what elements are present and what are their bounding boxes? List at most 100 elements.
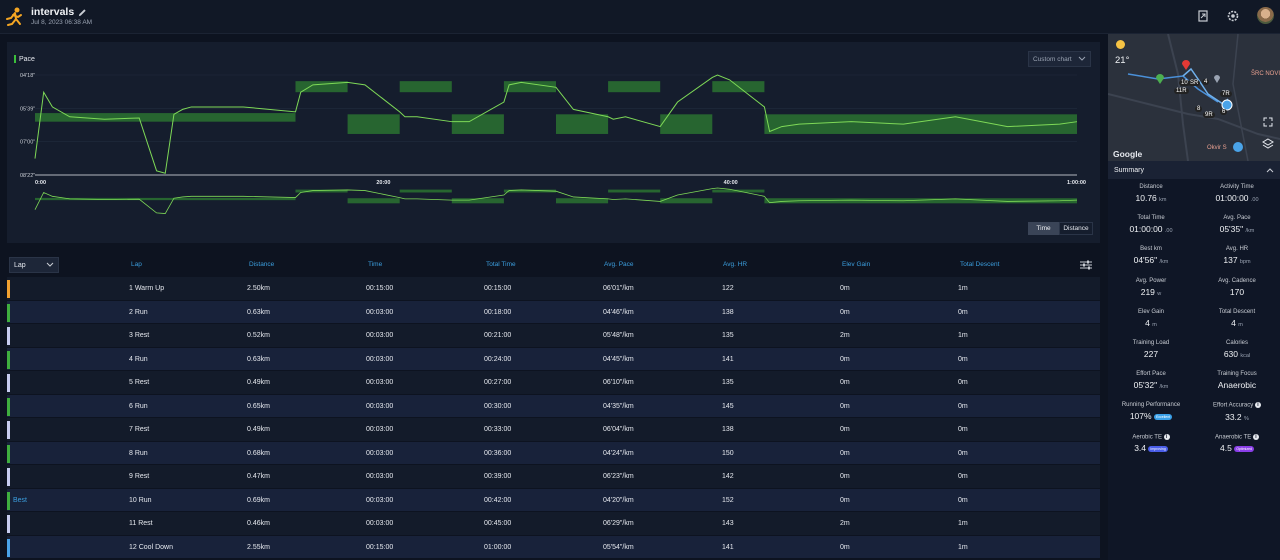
lap-type-color-bar bbox=[7, 374, 10, 392]
lap-avg-hr: 141 bbox=[722, 355, 734, 363]
column-settings-icon[interactable] bbox=[1080, 260, 1092, 270]
lap-name: 11 Rest bbox=[129, 520, 153, 527]
table-row[interactable]: Best 10 Run 0.69km 00:03:00 00:42:00 04'20"/k… bbox=[7, 488, 1100, 512]
time-toggle-button[interactable]: Time bbox=[1028, 222, 1059, 235]
stat-unit: /km bbox=[1245, 228, 1255, 235]
y-tick-label: 07'00" bbox=[20, 140, 35, 146]
table-row[interactable]: 4 Run 0.63km 00:03:00 00:24:00 04'45"/km 141 0… bbox=[7, 347, 1100, 371]
table-row[interactable]: 8 Run 0.68km 00:03:00 00:36:00 04'24"/km 150 0… bbox=[7, 441, 1100, 465]
chevron-down-icon bbox=[46, 262, 54, 267]
header-avg-hr[interactable]: Avg. HR bbox=[723, 261, 748, 268]
lap-time: 00:15:00 bbox=[366, 285, 394, 292]
lap-distance: 0.52km bbox=[247, 332, 270, 339]
layers-icon[interactable] bbox=[1262, 138, 1274, 150]
table-row[interactable]: 12 Cool Down 2.55km 00:15:00 01:00:00 05'54"… bbox=[7, 535, 1100, 559]
target-pace-zone bbox=[660, 114, 713, 134]
lap-name: 12 Cool Down bbox=[129, 543, 173, 551]
lap-total-time: 01:00:00 bbox=[484, 543, 512, 551]
info-icon[interactable]: i bbox=[1163, 433, 1170, 440]
lap-avg-pace: 04'45"/km bbox=[603, 355, 634, 363]
lap-time: 00:03:00 bbox=[366, 520, 394, 527]
table-row[interactable]: 9 Rest 0.47km 00:03:00 00:39:00 06'23"/km 142… bbox=[7, 465, 1100, 489]
best-lap-badge: Best bbox=[13, 496, 28, 504]
stat-unit: m bbox=[1238, 321, 1243, 328]
overview-target-zone bbox=[295, 189, 348, 193]
lap-avg-pace: 04'35"/km bbox=[603, 402, 634, 410]
pace-series-label: Pace bbox=[14, 55, 35, 63]
header-avg-pace[interactable]: Avg. Pace bbox=[604, 261, 634, 268]
map-marker-sr[interactable]: SR bbox=[1188, 80, 1201, 86]
lap-avg-pace: 06'29"/km bbox=[603, 520, 634, 527]
chevron-down-icon bbox=[1078, 56, 1086, 61]
lap-type-color-bar bbox=[7, 538, 10, 557]
stat-unit: % bbox=[1244, 415, 1249, 422]
header-elev-gain[interactable]: Elev Gain bbox=[842, 261, 871, 268]
export-file-icon[interactable] bbox=[1196, 9, 1210, 23]
pace-chart[interactable]: 04'18" 05'39" 07'00" 08'22"0:00 20:00 40:00 1:… bbox=[7, 42, 1100, 243]
gear-icon[interactable] bbox=[1226, 9, 1240, 23]
stat-unit: kcal bbox=[1240, 353, 1251, 359]
header-total-time[interactable]: Total Time bbox=[486, 261, 516, 268]
pace-legend-text: Pace bbox=[19, 55, 35, 63]
edit-pencil-icon[interactable] bbox=[78, 8, 87, 17]
x-tick-label: 1:00:00 bbox=[1067, 180, 1086, 186]
map-marker-9r[interactable]: 9R bbox=[1203, 112, 1215, 118]
user-avatar[interactable] bbox=[1257, 7, 1274, 24]
table-row[interactable]: 6 Run 0.65km 00:03:00 00:30:00 04'35"/km 145 0… bbox=[7, 394, 1100, 418]
lap-total-time: 00:21:00 bbox=[484, 332, 512, 339]
lap-distance: 0.63km bbox=[247, 308, 270, 316]
target-pace-zone bbox=[608, 81, 661, 93]
stat-avg-pace: Avg. Pace 05'35" /km bbox=[1194, 215, 1280, 234]
chevron-up-icon[interactable] bbox=[1266, 167, 1274, 173]
map-marker-8[interactable]: 8 bbox=[1195, 106, 1203, 112]
lap-total-descent: 1m bbox=[958, 285, 968, 292]
lap-select-dropdown[interactable]: Lap bbox=[9, 257, 59, 273]
summary-header[interactable]: Summary bbox=[1108, 161, 1280, 179]
lap-avg-hr: 143 bbox=[722, 520, 734, 527]
table-row[interactable]: 7 Rest 0.49km 00:03:00 00:33:00 06'04"/km 138… bbox=[7, 418, 1100, 442]
map-marker-6[interactable]: 6 bbox=[1220, 109, 1228, 115]
table-row[interactable]: 5 Rest 0.49km 00:03:00 00:27:00 06'10"/km 135… bbox=[7, 371, 1100, 395]
overview-target-zone bbox=[503, 189, 556, 193]
table-row[interactable]: 11 Rest 0.46km 00:03:00 00:45:00 06'29"/km 14… bbox=[7, 512, 1100, 536]
stat-value: 05'35" /km bbox=[1219, 224, 1255, 235]
target-pace-zone bbox=[295, 81, 348, 93]
header-total-descent[interactable]: Total Descent bbox=[960, 261, 1000, 268]
lap-avg-hr: 138 bbox=[722, 308, 734, 316]
target-pace-zone bbox=[399, 81, 452, 93]
stat-value: 227 bbox=[1143, 349, 1159, 359]
fullscreen-icon[interactable] bbox=[1262, 116, 1274, 128]
header-distance[interactable]: Distance bbox=[249, 261, 275, 268]
lap-avg-pace: 05'54"/km bbox=[603, 543, 634, 551]
lap-avg-pace: 04'20"/km bbox=[603, 496, 634, 504]
custom-chart-dropdown[interactable]: Custom chart bbox=[1028, 51, 1091, 67]
stat-label: Aerobic TE i bbox=[1108, 433, 1194, 440]
lap-name: 9 Rest bbox=[129, 473, 150, 480]
lap-total-time: 00:42:00 bbox=[484, 496, 512, 504]
map-marker-7r[interactable]: 7R bbox=[1220, 91, 1232, 97]
table-row[interactable]: 2 Run 0.63km 00:03:00 00:18:00 04'46"/km 138 0… bbox=[7, 300, 1100, 324]
lap-avg-pace: 05'48"/km bbox=[603, 332, 634, 339]
header-time[interactable]: Time bbox=[368, 261, 383, 268]
stat-value: 3.4 Improving bbox=[1134, 443, 1168, 454]
info-icon[interactable]: i bbox=[1254, 402, 1261, 409]
lap-avg-hr: 145 bbox=[722, 402, 734, 410]
runner-logo-icon[interactable] bbox=[4, 6, 24, 28]
map-marker-4[interactable]: 4 bbox=[1202, 79, 1210, 85]
table-row[interactable]: 3 Rest 0.52km 00:03:00 00:21:00 05'48"/km 135… bbox=[7, 324, 1100, 348]
stat-label: Training Load bbox=[1132, 340, 1170, 346]
map-marker-10[interactable]: 10 bbox=[1179, 80, 1190, 86]
lap-distance: 0.46km bbox=[247, 520, 270, 527]
google-logo: Google bbox=[1113, 149, 1143, 159]
map-marker-11r[interactable]: 11R bbox=[1174, 88, 1189, 94]
header-lap[interactable]: Lap bbox=[131, 261, 142, 268]
stat-value: 107% Excellent bbox=[1129, 411, 1173, 422]
info-icon[interactable]: i bbox=[1252, 433, 1259, 440]
lap-elev-gain: 0m bbox=[840, 379, 850, 386]
stat-value: 10.76 km bbox=[1135, 193, 1167, 203]
table-row[interactable]: 1 Warm Up 2.50km 00:15:00 00:15:00 06'01"/km… bbox=[7, 277, 1100, 301]
right-sidebar: 21° SR 10 11R 4 7R 8 9R 6 ŠRC NOVI Okvir… bbox=[1108, 34, 1280, 560]
distance-toggle-button[interactable]: Distance bbox=[1059, 222, 1093, 235]
route-map[interactable]: 21° SR 10 11R 4 7R 8 9R 6 ŠRC NOVI Okvir… bbox=[1108, 34, 1280, 161]
map-place-label: Okvir S bbox=[1207, 145, 1227, 151]
